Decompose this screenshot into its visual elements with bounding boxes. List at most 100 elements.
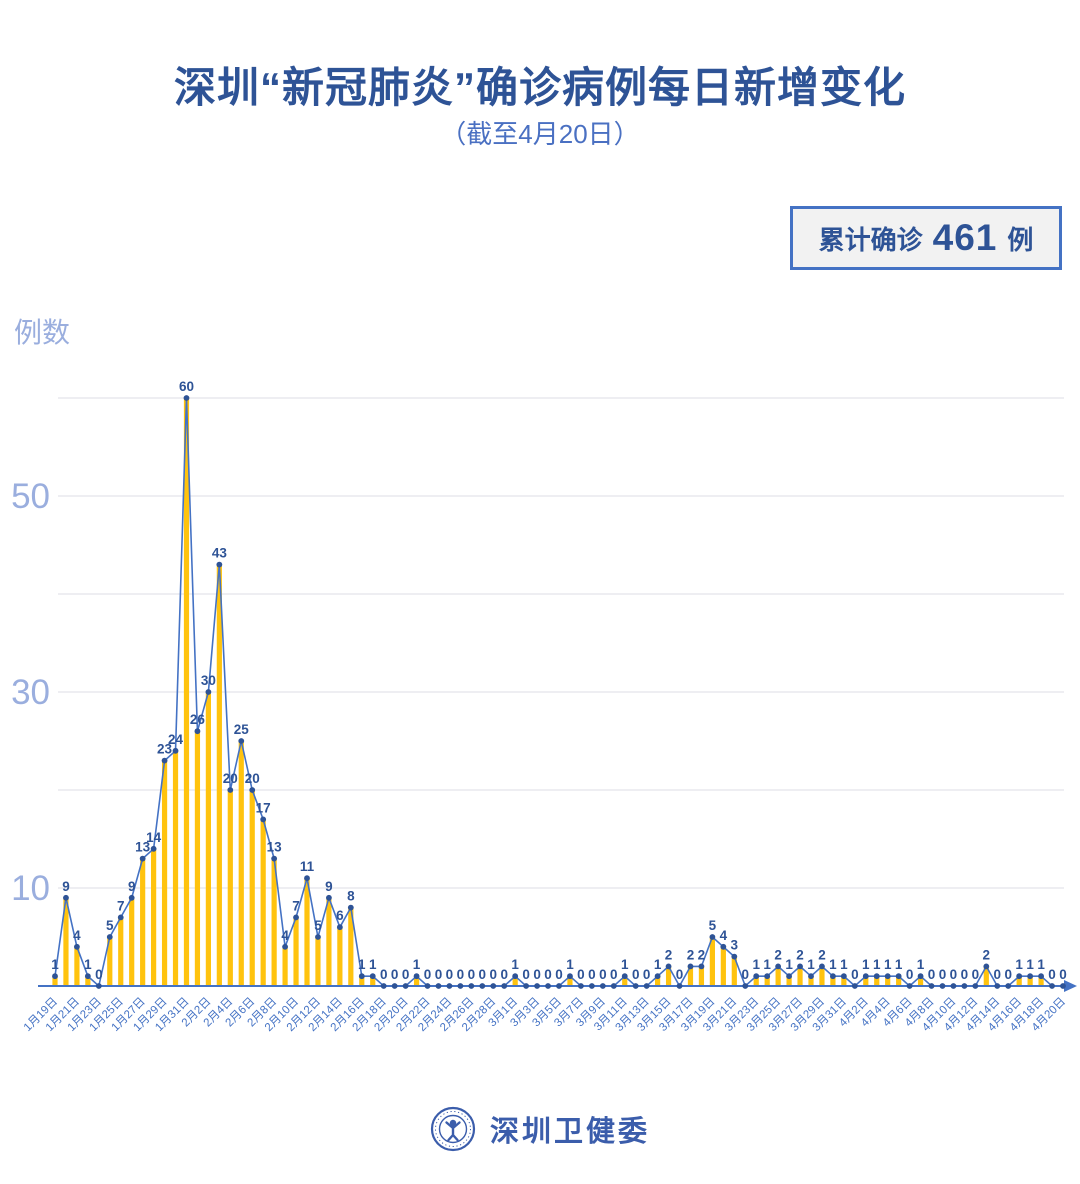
- svg-text:0: 0: [555, 967, 563, 982]
- svg-text:2: 2: [983, 947, 991, 962]
- svg-text:0: 0: [742, 967, 750, 982]
- svg-text:1: 1: [84, 957, 92, 972]
- svg-text:2: 2: [774, 947, 782, 962]
- svg-text:5: 5: [314, 918, 322, 933]
- svg-text:3: 3: [731, 938, 739, 953]
- svg-text:7: 7: [117, 898, 125, 913]
- daily-new-cases-chart: 例数10305019410579131423246026304320252017…: [11, 317, 1077, 1034]
- svg-text:1: 1: [1037, 957, 1045, 972]
- svg-text:4: 4: [720, 928, 728, 943]
- svg-text:0: 0: [961, 967, 969, 982]
- bars: [52, 398, 1044, 986]
- data-points: [52, 395, 1066, 989]
- svg-text:43: 43: [212, 546, 228, 561]
- svg-text:4: 4: [73, 928, 81, 943]
- svg-text:0: 0: [446, 967, 454, 982]
- svg-text:0: 0: [994, 967, 1002, 982]
- svg-text:0: 0: [950, 967, 958, 982]
- svg-text:17: 17: [256, 800, 271, 815]
- svg-text:5: 5: [106, 918, 114, 933]
- svg-text:0: 0: [676, 967, 684, 982]
- svg-text:1: 1: [511, 957, 519, 972]
- svg-text:0: 0: [424, 967, 432, 982]
- svg-text:0: 0: [522, 967, 530, 982]
- x-axis-labels: 1月19日1月21日1月23日1月25日1月27日1月29日1月31日2月2日2…: [22, 996, 1068, 1034]
- svg-text:0: 0: [851, 967, 859, 982]
- svg-text:6: 6: [336, 908, 344, 923]
- svg-text:1: 1: [1026, 957, 1034, 972]
- svg-text:0: 0: [95, 967, 103, 982]
- shenzhen-health-commission-logo-icon: [430, 1106, 476, 1152]
- svg-text:0: 0: [402, 967, 410, 982]
- svg-text:1: 1: [763, 957, 771, 972]
- svg-text:0: 0: [610, 967, 618, 982]
- page-title: 深圳“新冠肺炎”确诊病例每日新增变化: [173, 64, 906, 111]
- svg-text:0: 0: [479, 967, 487, 982]
- svg-text:30: 30: [11, 673, 50, 712]
- svg-text:1: 1: [829, 957, 837, 972]
- badge-count: 461: [932, 217, 998, 258]
- svg-text:1: 1: [621, 957, 629, 972]
- svg-text:2: 2: [665, 947, 673, 962]
- svg-text:24: 24: [168, 732, 184, 747]
- footer: 深圳卫健委: [0, 1106, 1080, 1152]
- svg-text:7: 7: [292, 898, 300, 913]
- svg-text:1: 1: [884, 957, 892, 972]
- footer-org-name: 深圳卫健委: [489, 1116, 650, 1148]
- svg-text:0: 0: [906, 967, 914, 982]
- y-axis-labels: 例数 10 30 50: [11, 317, 70, 908]
- svg-text:例数: 例数: [14, 317, 70, 348]
- svg-text:1: 1: [807, 957, 815, 972]
- svg-text:60: 60: [179, 379, 194, 394]
- svg-text:50: 50: [11, 477, 50, 516]
- svg-text:1: 1: [862, 957, 870, 972]
- svg-text:30: 30: [201, 673, 216, 688]
- svg-text:1: 1: [895, 957, 903, 972]
- svg-text:20: 20: [223, 771, 238, 786]
- cumulative-total-badge: 累计确诊 461 例: [790, 206, 1062, 270]
- svg-text:1: 1: [51, 957, 59, 972]
- svg-text:5: 5: [709, 918, 717, 933]
- svg-text:1: 1: [752, 957, 760, 972]
- svg-text:0: 0: [380, 967, 388, 982]
- svg-text:0: 0: [588, 967, 596, 982]
- svg-text:9: 9: [62, 879, 70, 894]
- svg-text:9: 9: [325, 879, 333, 894]
- svg-text:0: 0: [632, 967, 640, 982]
- svg-text:9: 9: [128, 879, 136, 894]
- svg-text:13: 13: [267, 840, 283, 855]
- svg-text:0: 0: [972, 967, 980, 982]
- svg-text:0: 0: [1004, 967, 1012, 982]
- svg-text:23: 23: [157, 742, 173, 757]
- page-subtitle: （截至4月20日）: [440, 119, 640, 149]
- svg-text:2: 2: [818, 947, 826, 962]
- svg-text:1: 1: [1015, 957, 1023, 972]
- svg-text:26: 26: [190, 712, 206, 727]
- svg-text:8: 8: [347, 889, 355, 904]
- svg-text:1: 1: [413, 957, 421, 972]
- svg-text:0: 0: [490, 967, 498, 982]
- badge-unit: 例: [1007, 224, 1034, 255]
- svg-text:25: 25: [234, 722, 250, 737]
- svg-text:0: 0: [643, 967, 651, 982]
- svg-text:13: 13: [135, 840, 151, 855]
- svg-text:0: 0: [1048, 967, 1056, 982]
- svg-text:0: 0: [435, 967, 443, 982]
- svg-text:20: 20: [245, 771, 260, 786]
- svg-text:0: 0: [939, 967, 947, 982]
- svg-text:10: 10: [11, 869, 50, 908]
- svg-text:0: 0: [500, 967, 508, 982]
- svg-text:2: 2: [687, 947, 695, 962]
- svg-text:1: 1: [369, 957, 377, 972]
- data-labels: 1941057913142324602630432025201713471159…: [51, 379, 1067, 982]
- svg-text:0: 0: [599, 967, 607, 982]
- svg-text:0: 0: [1059, 967, 1067, 982]
- svg-text:1: 1: [917, 957, 925, 972]
- badge-label: 累计确诊: [818, 224, 923, 255]
- svg-text:11: 11: [300, 859, 315, 874]
- svg-text:0: 0: [457, 967, 465, 982]
- svg-text:14: 14: [146, 830, 162, 845]
- svg-text:0: 0: [544, 967, 552, 982]
- x-axis: [38, 980, 1077, 992]
- svg-text:2: 2: [796, 947, 804, 962]
